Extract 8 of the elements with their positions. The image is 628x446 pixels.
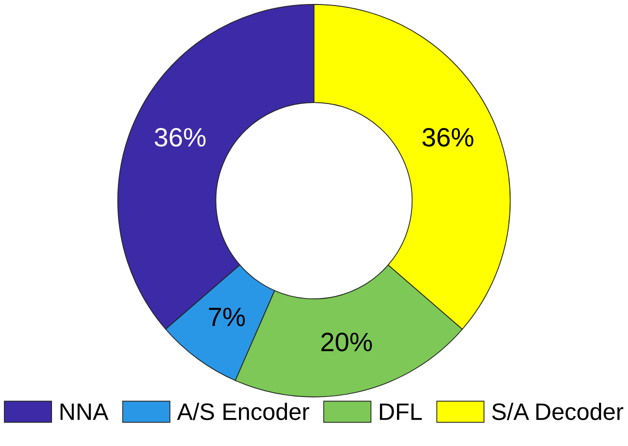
data-label: 7%: [209, 308, 245, 326]
data-label: 36%: [154, 128, 206, 147]
legend-label: S/A Decoder: [492, 402, 624, 420]
data-label: 20%: [321, 332, 372, 352]
legend-label: NNA: [60, 404, 108, 420]
legend-label: A/S Encoder: [177, 402, 310, 420]
legend-label: DFL: [380, 404, 422, 420]
data-label: 36%: [422, 128, 474, 147]
